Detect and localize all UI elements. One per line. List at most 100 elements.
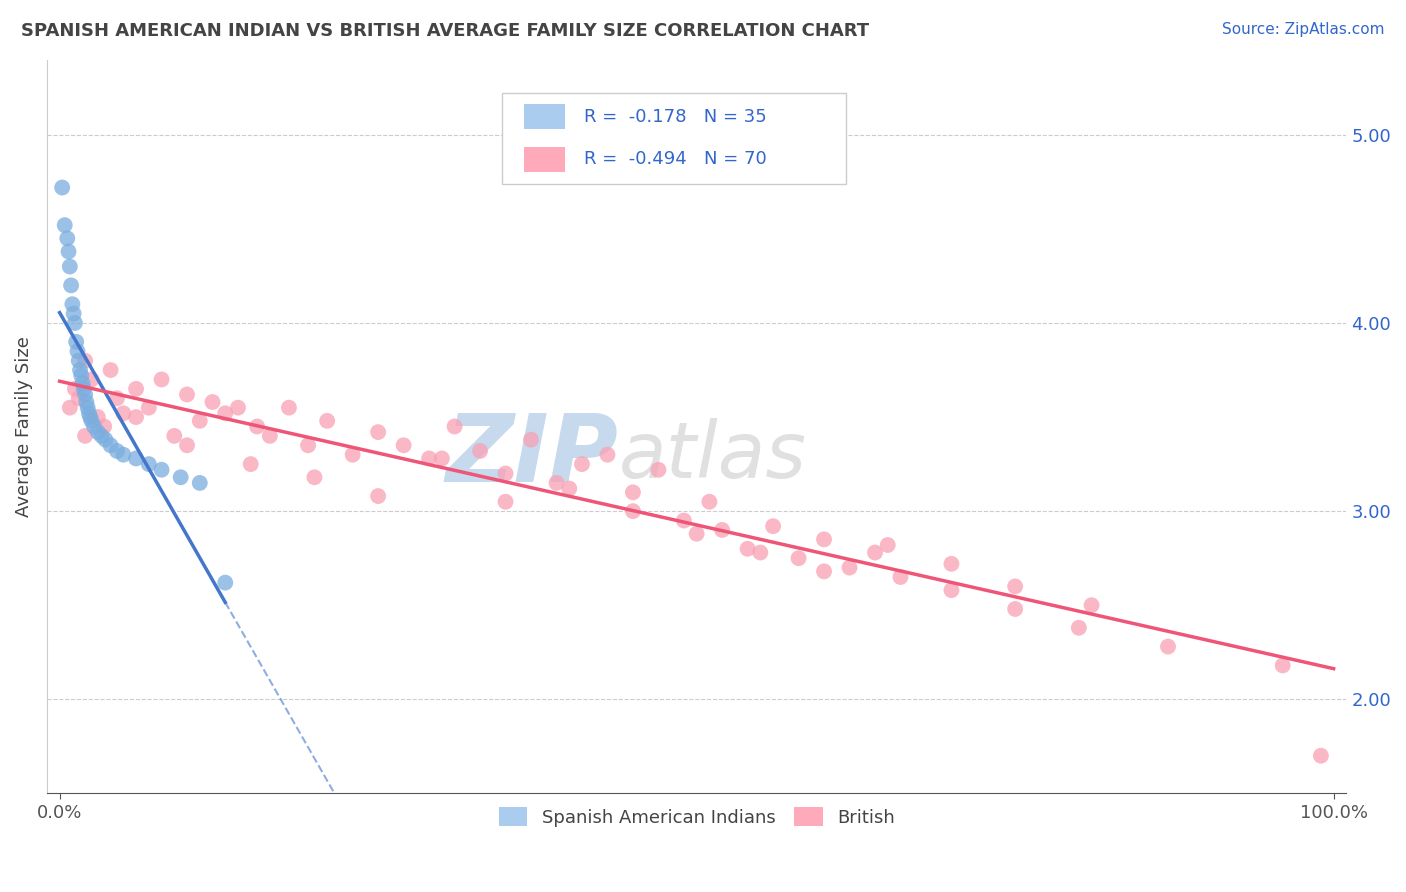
Point <box>59 260 82 274</box>
Point <box>56 231 79 245</box>
Point <box>163 429 186 443</box>
Point <box>87 410 110 425</box>
Point <box>596 448 619 462</box>
Point <box>59 401 82 415</box>
Point <box>77 406 100 420</box>
Point <box>367 425 389 439</box>
Point <box>297 438 319 452</box>
Point <box>214 575 236 590</box>
Text: SPANISH AMERICAN INDIAN VS BRITISH AVERAGE FAMILY SIZE CORRELATION CHART: SPANISH AMERICAN INDIAN VS BRITISH AVERA… <box>21 22 869 40</box>
Point <box>67 353 90 368</box>
Point <box>51 180 73 194</box>
Point <box>150 463 173 477</box>
Point <box>571 457 593 471</box>
Text: R =  -0.494   N = 70: R = -0.494 N = 70 <box>583 151 766 169</box>
Point <box>176 387 198 401</box>
Point <box>1004 579 1026 593</box>
Y-axis label: Average Family Size: Average Family Size <box>15 336 32 516</box>
Point <box>392 438 415 452</box>
Point <box>863 545 886 559</box>
Point <box>75 387 97 401</box>
Point <box>138 457 160 471</box>
Point <box>138 401 160 415</box>
Point <box>621 485 644 500</box>
Point <box>259 429 281 443</box>
Point <box>430 451 453 466</box>
Point <box>63 382 86 396</box>
Point <box>72 376 94 391</box>
Point <box>80 372 103 386</box>
FancyBboxPatch shape <box>524 104 565 129</box>
Point <box>176 438 198 452</box>
Point <box>53 218 76 232</box>
Point <box>889 570 911 584</box>
Point <box>1004 602 1026 616</box>
Point <box>169 470 191 484</box>
Point <box>546 475 568 490</box>
Point <box>67 391 90 405</box>
FancyBboxPatch shape <box>502 93 846 185</box>
Point <box>65 334 87 349</box>
Point <box>73 382 96 396</box>
Point <box>105 391 128 405</box>
Point <box>418 451 440 466</box>
Point <box>239 457 262 471</box>
Point <box>63 316 86 330</box>
Point <box>60 278 83 293</box>
Point <box>316 414 339 428</box>
Point <box>112 448 135 462</box>
Point <box>495 494 517 508</box>
Point <box>787 551 810 566</box>
Point <box>188 414 211 428</box>
Text: ZIP: ZIP <box>446 409 619 502</box>
Point <box>90 429 112 443</box>
Point <box>711 523 734 537</box>
Point <box>105 444 128 458</box>
Point <box>876 538 898 552</box>
Point <box>83 419 105 434</box>
Legend: Spanish American Indians, British: Spanish American Indians, British <box>489 797 904 836</box>
Point <box>838 560 860 574</box>
Point <box>112 406 135 420</box>
Point <box>79 410 101 425</box>
Point <box>813 565 835 579</box>
Point <box>1309 748 1331 763</box>
Point <box>278 401 301 415</box>
Point <box>647 463 669 477</box>
Point <box>87 425 110 439</box>
Point <box>226 401 249 415</box>
Point <box>941 557 963 571</box>
Point <box>304 470 326 484</box>
Point <box>685 526 707 541</box>
Text: R =  -0.178   N = 35: R = -0.178 N = 35 <box>583 108 766 126</box>
Point <box>520 433 543 447</box>
Point <box>558 482 581 496</box>
Point <box>70 368 93 383</box>
Point <box>468 444 491 458</box>
Point <box>75 395 97 409</box>
Point <box>94 433 117 447</box>
Point <box>1271 658 1294 673</box>
FancyBboxPatch shape <box>524 147 565 172</box>
Point <box>1080 598 1102 612</box>
Point <box>443 419 465 434</box>
Point <box>125 382 148 396</box>
Point <box>66 344 89 359</box>
Text: atlas: atlas <box>619 417 807 494</box>
Point <box>100 438 122 452</box>
Text: Source: ZipAtlas.com: Source: ZipAtlas.com <box>1222 22 1385 37</box>
Point <box>150 372 173 386</box>
Point <box>75 353 97 368</box>
Point <box>60 297 83 311</box>
Point <box>76 401 98 415</box>
Point <box>80 414 103 428</box>
Point <box>621 504 644 518</box>
Point <box>93 419 115 434</box>
Point <box>188 475 211 490</box>
Point <box>672 514 695 528</box>
Point <box>813 533 835 547</box>
Point <box>941 583 963 598</box>
Point <box>69 363 91 377</box>
Point <box>737 541 759 556</box>
Point <box>62 307 84 321</box>
